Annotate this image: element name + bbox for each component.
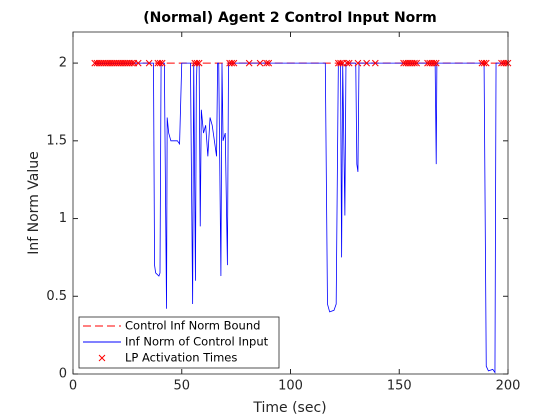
marker bbox=[413, 59, 421, 67]
x-tick-label: 0 bbox=[69, 379, 77, 394]
marker bbox=[430, 59, 438, 67]
marker bbox=[337, 59, 344, 67]
y-tick-label: 2 bbox=[59, 56, 67, 71]
x-axis-label: Time (sec) bbox=[252, 400, 326, 416]
legend-label: LP Activation Times bbox=[125, 351, 237, 365]
marker bbox=[256, 59, 264, 67]
marker bbox=[482, 59, 490, 67]
marker bbox=[230, 59, 238, 67]
x-tick-label: 150 bbox=[387, 379, 412, 394]
marker bbox=[363, 59, 370, 67]
chart-title: (Normal) Agent 2 Control Input Norm bbox=[143, 10, 437, 26]
marker bbox=[480, 59, 488, 67]
line bbox=[94, 62, 506, 374]
y-tick-label: 0 bbox=[59, 367, 67, 382]
marker bbox=[195, 59, 203, 67]
marker bbox=[343, 59, 351, 67]
marker bbox=[134, 59, 142, 67]
marker bbox=[193, 59, 201, 67]
legend: Control Inf Norm Bound Inf Norm of Contro… bbox=[78, 316, 280, 369]
marker bbox=[158, 59, 166, 67]
y-tick-label: 1.5 bbox=[46, 133, 67, 148]
y-tick-label: 1 bbox=[59, 211, 67, 226]
axes-box bbox=[72, 31, 509, 375]
marker bbox=[371, 59, 379, 67]
marker bbox=[354, 59, 362, 67]
marker bbox=[228, 59, 236, 67]
x-tick-label: 200 bbox=[496, 379, 521, 394]
marker bbox=[265, 59, 273, 67]
marker bbox=[156, 59, 164, 67]
x-tick-label: 50 bbox=[173, 379, 190, 394]
marker bbox=[263, 59, 270, 67]
marker bbox=[411, 59, 418, 67]
marker bbox=[245, 59, 253, 67]
marker bbox=[128, 59, 136, 67]
marker bbox=[145, 59, 153, 67]
y-axis-label: Inf Norm Value bbox=[26, 151, 42, 254]
legend-marker bbox=[98, 354, 106, 362]
legend-label: Inf Norm of Control Input bbox=[125, 335, 269, 349]
legend-label: Control Inf Norm Bound bbox=[125, 319, 260, 333]
marker bbox=[345, 59, 353, 67]
y-tick-label: 0.5 bbox=[46, 289, 67, 304]
x-tick-label: 100 bbox=[278, 379, 303, 394]
marker bbox=[432, 59, 440, 67]
